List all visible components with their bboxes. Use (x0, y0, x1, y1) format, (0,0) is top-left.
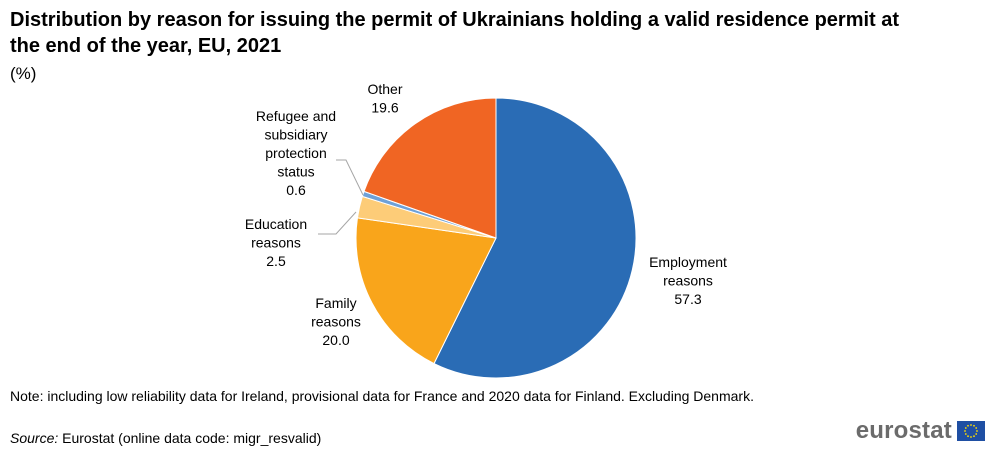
pie-slice-employment-reasons[interactable] (433, 97, 637, 379)
chart-title: Distribution by reason for issuing the p… (10, 9, 900, 57)
leader-line-2 (318, 211, 357, 235)
pie-slice-family-reasons[interactable] (355, 217, 497, 365)
source-label: Source: (10, 430, 59, 446)
eurostat-logo[interactable]: eurostat (856, 417, 985, 445)
slice-label-0: Employment reasons 57.3 (649, 254, 727, 307)
slice-label-2: Education reasons 2.5 (245, 216, 307, 269)
source-text: Eurostat (online data code: migr_resvali… (58, 430, 322, 446)
logo-wordmark: eurostat (855, 417, 952, 444)
leader-line-3 (336, 159, 364, 196)
eu-flag-icon (957, 421, 985, 441)
unit-label: (%) (10, 64, 37, 83)
slice-label-3: Refugee and subsidiary protection status 0.6 (256, 108, 336, 198)
slice-label-1: Family reasons 20.0 (311, 295, 361, 348)
slice-label-4: Other 19.6 (367, 81, 402, 116)
pie-slice-other[interactable] (363, 97, 497, 239)
footnote: Note: including low reliability data for… (10, 388, 754, 404)
source-line: Source: Eurostat (online data code: migr… (10, 430, 321, 447)
